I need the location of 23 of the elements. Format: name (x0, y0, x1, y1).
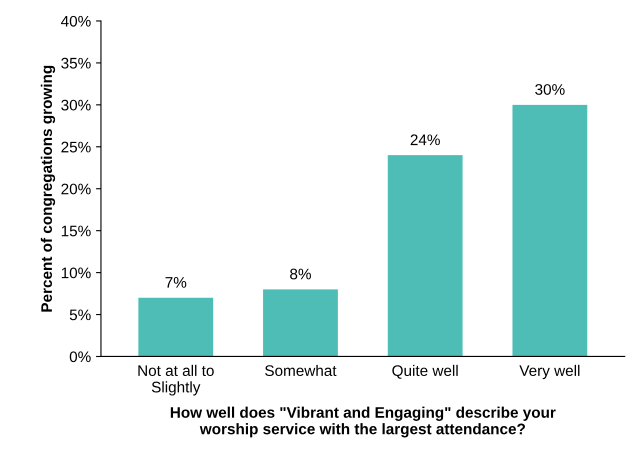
data-label: 30% (535, 84, 565, 95)
bar (263, 289, 338, 356)
y-tick-label: 40% (61, 16, 91, 27)
y-tick-label: 30% (61, 100, 91, 111)
x-axis-title: How well does "Vibrant and Engaging" describe your worship service with the largest attendance? (170, 406, 556, 438)
y-axis-title: Percent of congregations growing (40, 66, 56, 312)
data-label: 24% (410, 134, 440, 146)
y-tick-label: 25% (61, 142, 91, 152)
y-tick-label: 20% (61, 184, 91, 194)
bar (512, 104, 588, 356)
y-tick-label: 35% (61, 58, 91, 69)
x-tick-label: Very well (519, 364, 580, 380)
bar (388, 155, 463, 356)
x-tick-label: Not at all to Slightly (138, 364, 214, 396)
x-tick-label: Quite well (392, 364, 458, 379)
data-label: 7% (166, 277, 186, 288)
y-tick-label: 15% (62, 226, 91, 236)
y-tick-label: 0% (70, 351, 91, 362)
bar (138, 298, 214, 356)
y-tick-label: 5% (70, 309, 91, 320)
x-tick-label: Somewhat (265, 364, 336, 376)
y-tick-label: 10% (62, 267, 91, 278)
data-label: 8% (290, 268, 311, 280)
